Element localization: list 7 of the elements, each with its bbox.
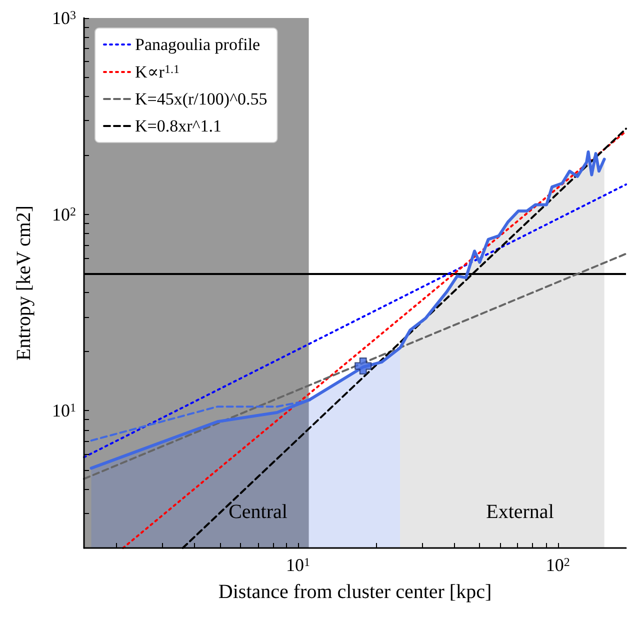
annotation: Central bbox=[228, 501, 288, 523]
legend-label: K=0.8xr^1.1 bbox=[135, 116, 222, 136]
y-axis-title: Entropy [keV cm2] bbox=[13, 205, 35, 361]
legend-label: Panagoulia profile bbox=[135, 35, 260, 54]
legend-label: K=45x(r/100)^0.55 bbox=[135, 90, 268, 108]
x-axis-title: Distance from cluster center [kpc] bbox=[218, 581, 492, 603]
annotation: External bbox=[486, 501, 554, 523]
